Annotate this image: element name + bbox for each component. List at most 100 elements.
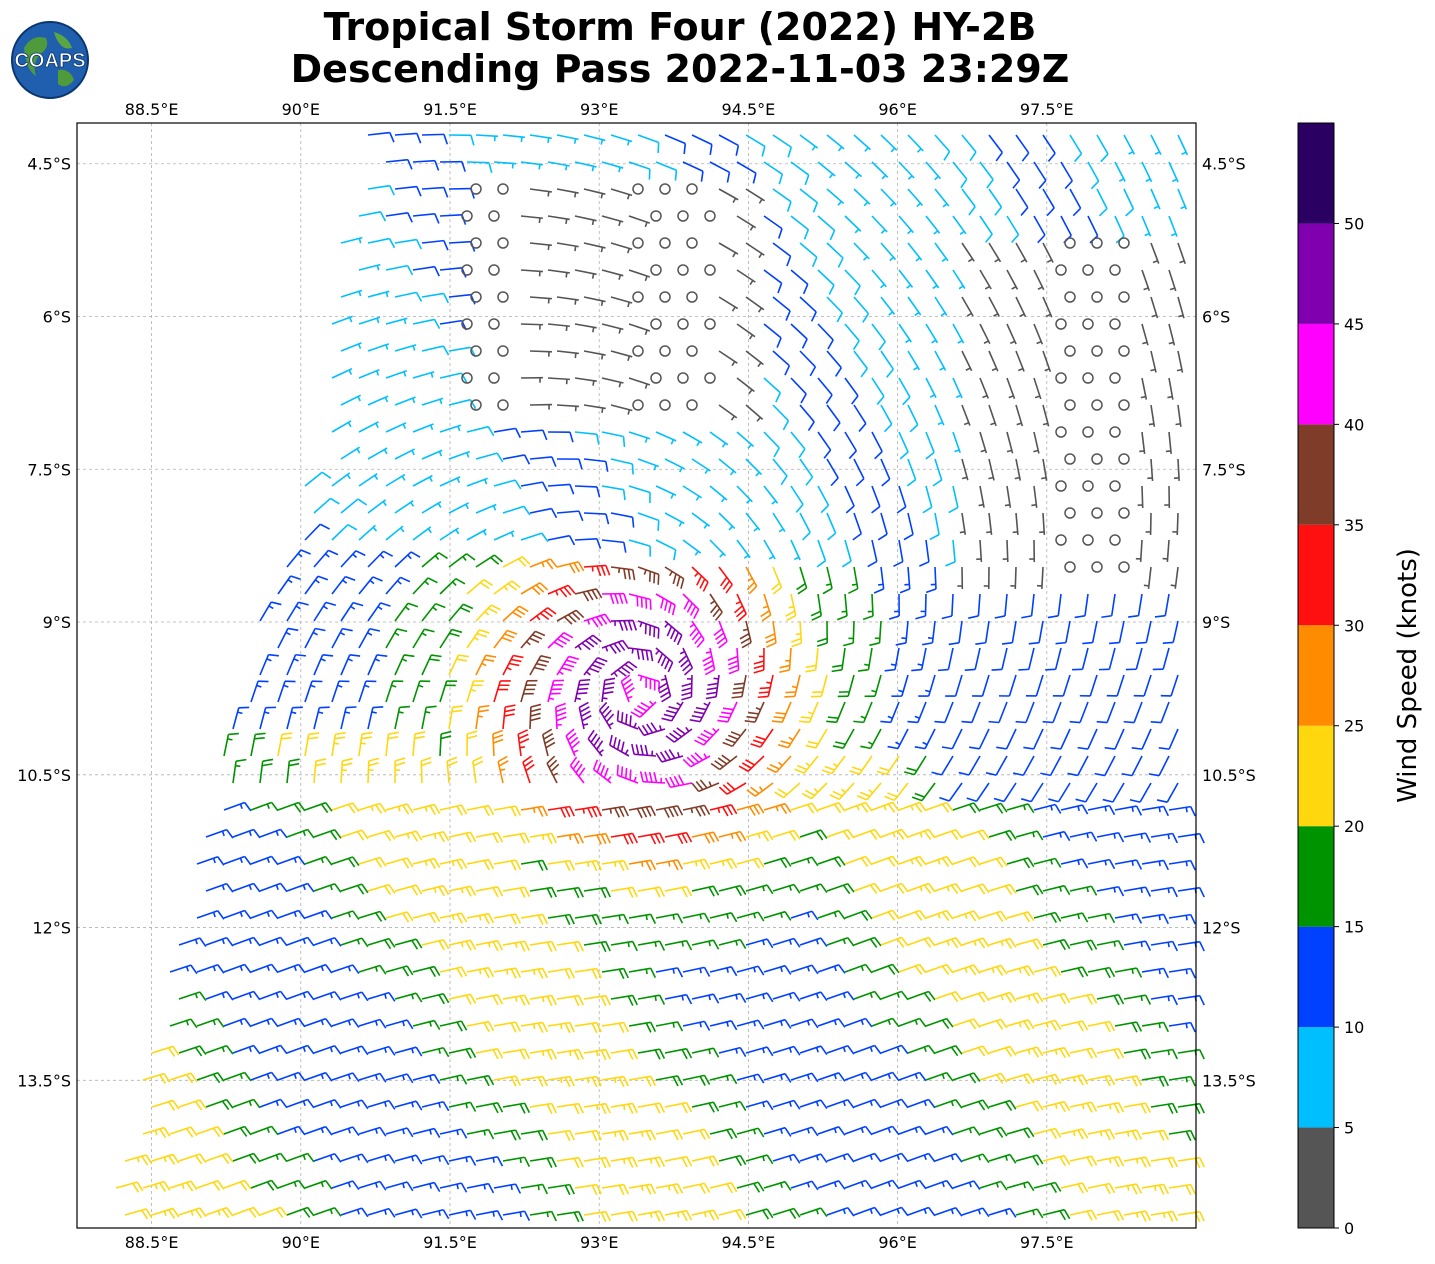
wind-barb [448, 134, 475, 146]
wind-barb [745, 242, 765, 259]
wind-barb [628, 269, 651, 282]
wind-barb [1106, 674, 1125, 697]
wind-barb [541, 728, 556, 757]
wind-barb [493, 530, 515, 541]
wind-barb [475, 604, 501, 622]
wind-barb [655, 1129, 684, 1141]
wind-barb [601, 859, 629, 872]
wind-barb [682, 912, 711, 923]
wind-barb [790, 1072, 819, 1083]
wind-barb [871, 909, 900, 921]
wind-barb [583, 1048, 611, 1061]
wind-barb [799, 188, 819, 213]
wind-barb [694, 727, 720, 746]
wind-barb [520, 679, 538, 703]
wind-barb [979, 215, 993, 243]
wind-barb [691, 566, 709, 592]
wind-barb [556, 609, 585, 625]
wind-barb [1096, 1101, 1125, 1114]
wind-barb [718, 830, 747, 843]
wind-barb [718, 296, 739, 312]
wind-barb [736, 965, 765, 976]
wind-barb [841, 539, 852, 568]
wind-barb [738, 755, 765, 772]
wind-barb [1131, 728, 1152, 750]
wind-barb [979, 856, 1008, 868]
wind-barb [583, 656, 608, 676]
wind-barb [520, 1021, 549, 1033]
wind-barb [151, 1153, 180, 1165]
wind-barb [964, 647, 981, 671]
wind-barb [637, 940, 666, 951]
wind-barb [907, 828, 936, 840]
wind-barb [304, 1071, 333, 1082]
wind-barb [358, 1126, 387, 1137]
wind-barb [853, 350, 868, 378]
wind-barb [412, 731, 426, 757]
wind-barb [358, 211, 387, 222]
wind-barb [736, 911, 765, 922]
wind-barb [232, 758, 247, 784]
wind-barb [817, 1126, 846, 1136]
wind-barb [1091, 507, 1103, 519]
wind-barb [546, 755, 560, 784]
wind-barb [583, 886, 611, 899]
wind-barb [610, 296, 633, 308]
wind-barb [1177, 886, 1205, 898]
wind-barb [340, 601, 364, 622]
wind-barb [745, 458, 763, 477]
wind-barb [799, 701, 819, 724]
wind-barb [223, 909, 252, 920]
wind-barb [628, 215, 651, 228]
wind-barb [709, 161, 731, 183]
colorbar-bin [1298, 123, 1334, 224]
wind-barb [907, 990, 936, 1002]
wind-barb [1177, 1210, 1205, 1223]
wind-barb [705, 674, 720, 700]
wind-barb [1150, 832, 1178, 844]
wind-barb [1141, 161, 1153, 183]
wind-barb [1069, 993, 1098, 1005]
wind-barb [1069, 1155, 1098, 1167]
wind-barb [822, 566, 833, 595]
wind-barb [394, 1100, 423, 1111]
wind-barb [340, 394, 362, 406]
wind-barb [844, 1125, 873, 1136]
wind-barb [286, 1044, 315, 1055]
wind-barb [1168, 161, 1179, 183]
wind-barb [852, 512, 863, 541]
wind-barb [1042, 188, 1055, 217]
wind-barb [502, 1048, 531, 1060]
wind-barb [655, 431, 677, 445]
wind-barb [223, 1179, 252, 1191]
wind-barb [975, 620, 990, 646]
wind-barb [394, 830, 423, 842]
wind-barb [286, 882, 315, 893]
wind-barb [421, 705, 437, 730]
wind-barb [736, 377, 755, 395]
wind-barb [718, 458, 737, 476]
wind-barb [313, 991, 342, 1001]
wind-barb [1015, 884, 1044, 896]
wind-barb [736, 803, 765, 816]
wind-barb [313, 549, 339, 568]
wind-barb [817, 1018, 846, 1028]
wind-barb [871, 215, 888, 234]
wind-barb [520, 323, 544, 330]
wind-barb [745, 134, 766, 157]
wind-barb [529, 886, 557, 898]
wind-barb [826, 701, 846, 724]
wind-barb [1025, 674, 1044, 697]
wind-barb [772, 458, 788, 486]
wind-barb [1033, 911, 1062, 923]
wind-barb [655, 805, 684, 819]
wind-barb [880, 1152, 909, 1163]
wind-barb [493, 161, 516, 169]
wind-barb [1177, 296, 1185, 319]
wind-barb [979, 161, 994, 189]
wind-barb [718, 1046, 747, 1057]
wind-barb [412, 577, 438, 595]
wind-barb [358, 316, 381, 325]
wind-barb [880, 828, 909, 840]
wind-barb [529, 403, 553, 410]
